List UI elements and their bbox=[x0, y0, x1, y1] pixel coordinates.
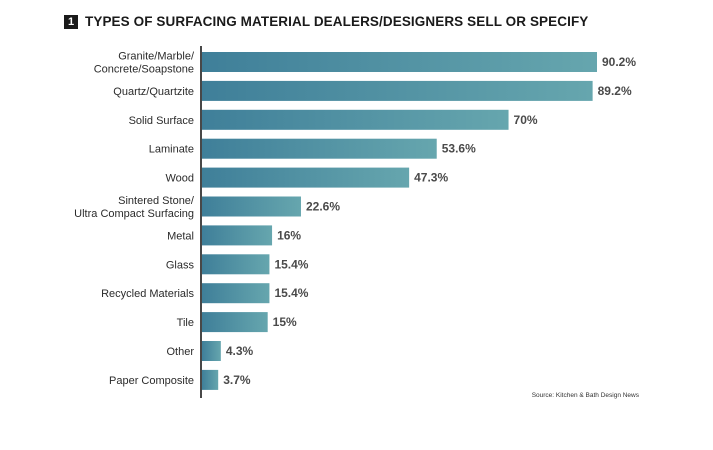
bar bbox=[202, 167, 410, 188]
value-label: 70% bbox=[514, 113, 538, 127]
value-label: 15.4% bbox=[274, 257, 308, 271]
category-label: Other bbox=[166, 346, 194, 358]
value-label: 90.2% bbox=[602, 55, 636, 69]
chart-header: 1 TYPES OF SURFACING MATERIAL DEALERS/DE… bbox=[64, 14, 588, 29]
value-label: 47.3% bbox=[414, 171, 448, 185]
source-note: Source: Kitchen & Bath Design News bbox=[531, 392, 639, 399]
category-label: Granite/Marble/ bbox=[118, 51, 195, 63]
bar bbox=[202, 254, 270, 275]
value-label: 16% bbox=[277, 228, 301, 242]
chart-title: TYPES OF SURFACING MATERIAL DEALERS/DESI… bbox=[85, 14, 589, 29]
category-label: Glass bbox=[166, 259, 195, 271]
category-label: Recycled Materials bbox=[101, 288, 194, 300]
bar bbox=[202, 138, 437, 159]
category-label: Ultra Compact Surfacing bbox=[74, 208, 194, 220]
value-label: 89.2% bbox=[598, 84, 632, 98]
bar bbox=[202, 312, 268, 333]
bar bbox=[202, 52, 597, 72]
bar bbox=[202, 225, 273, 246]
category-label: Wood bbox=[165, 173, 194, 185]
figure-number-badge: 1 bbox=[64, 14, 78, 29]
category-label: Quartz/Quartzite bbox=[113, 86, 194, 98]
bar bbox=[202, 80, 593, 101]
category-label: Solid Surface bbox=[129, 115, 194, 127]
value-label: 3.7% bbox=[223, 373, 251, 387]
bar bbox=[202, 369, 219, 390]
category-label: Concrete/Soapstone bbox=[94, 64, 194, 76]
bar bbox=[202, 109, 509, 130]
value-label: 15.4% bbox=[274, 286, 308, 300]
value-label: 4.3% bbox=[226, 344, 254, 358]
category-label: Metal bbox=[167, 230, 194, 242]
category-label: Sintered Stone/ bbox=[118, 195, 195, 207]
category-labels: Granite/Marble/Concrete/Soapstone Quartz/… bbox=[74, 51, 195, 387]
category-label: Paper Composite bbox=[109, 375, 194, 387]
bar bbox=[202, 196, 301, 217]
bar bbox=[202, 341, 221, 361]
category-label: Laminate bbox=[149, 144, 194, 156]
bar bbox=[202, 283, 270, 304]
value-labels: 90.2% 89.2% 70% 53.6% 47.3% 22.6% 16% 15.4% 15.4… bbox=[223, 55, 636, 387]
value-label: 53.6% bbox=[442, 142, 476, 156]
bars-layer bbox=[202, 52, 597, 390]
category-label: Tile bbox=[177, 317, 194, 329]
value-label: 22.6% bbox=[306, 200, 340, 214]
value-label: 15% bbox=[273, 315, 297, 329]
